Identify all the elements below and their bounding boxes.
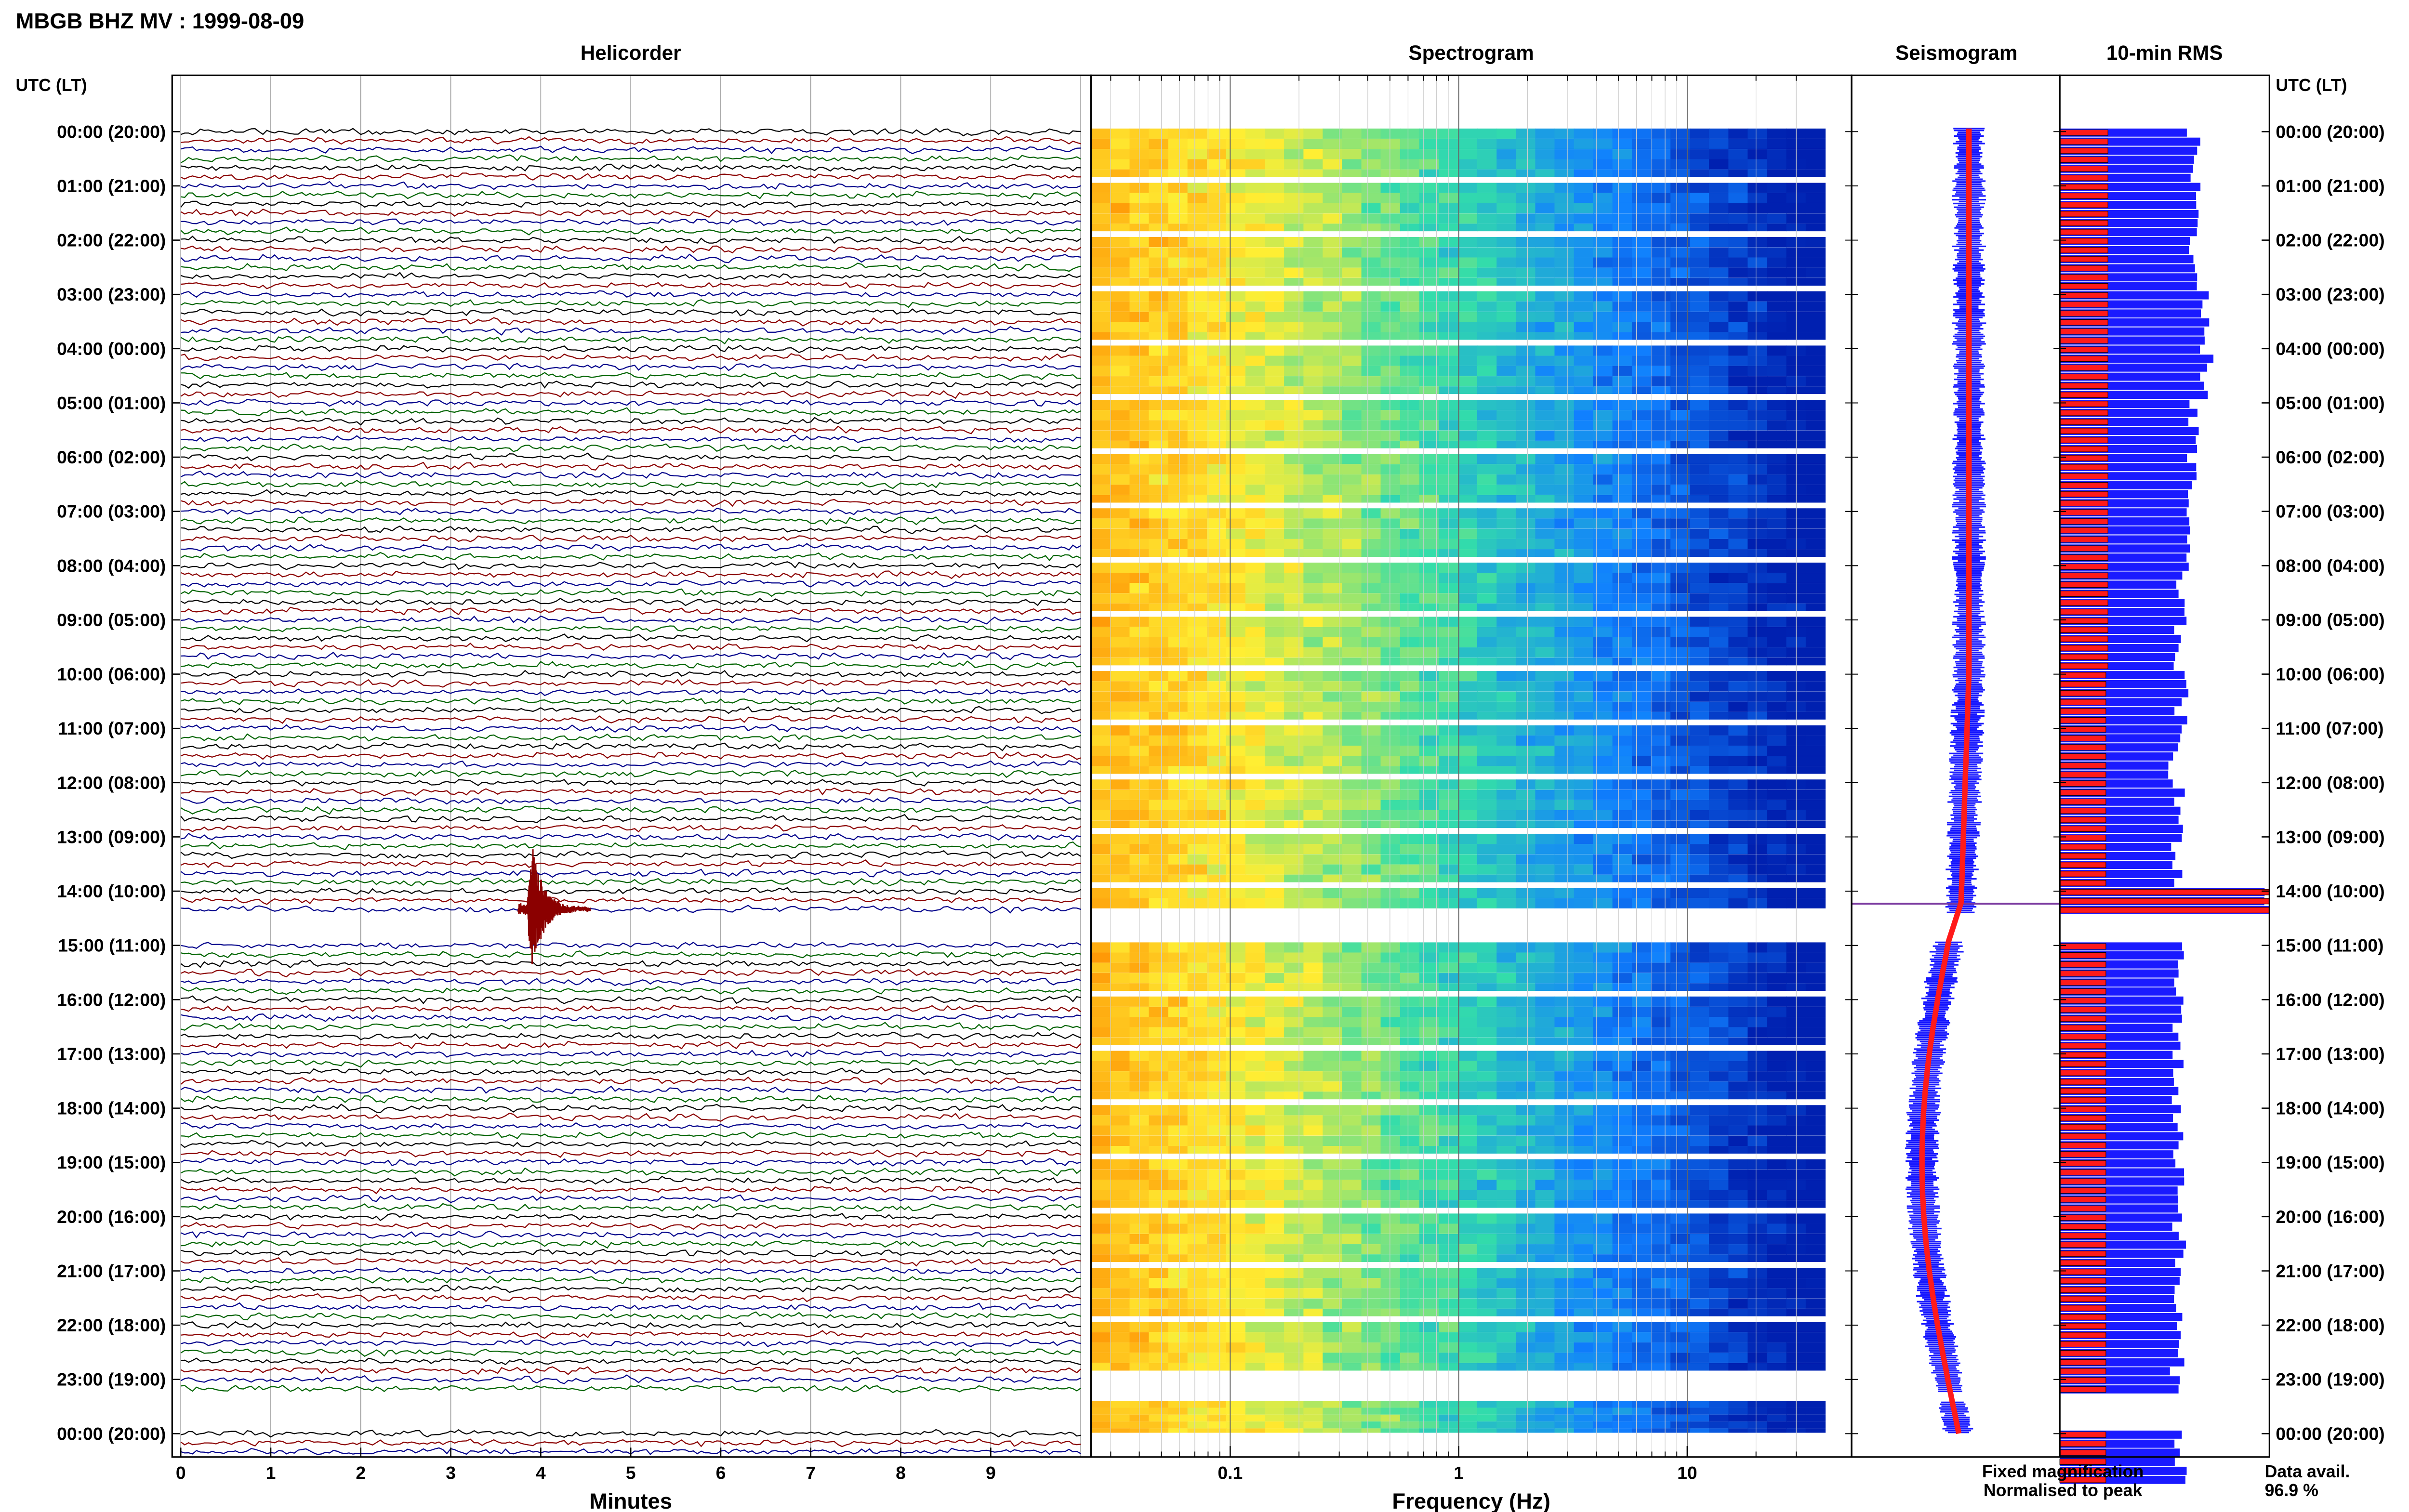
data-availability-value: 96.9 %	[2265, 1481, 2318, 1500]
x-axis-ticks: 0 1 2 3 4 5 6 7 8 9 0.1 1 10	[176, 75, 1797, 1483]
rms-bars	[2059, 128, 2270, 1484]
rms-title: 10-min RMS	[2106, 41, 2223, 64]
frequency-tick-label: 1	[1454, 1462, 1464, 1483]
time-label-right: 19:00 (15:00)	[2276, 1152, 2384, 1172]
time-label-left: 03:00 (23:00)	[57, 284, 166, 304]
time-label-right: 22:00 (18:00)	[2276, 1315, 2384, 1335]
figure-title: MBGB BHZ MV : 1999-08-09	[15, 9, 304, 33]
helicorder-traces	[180, 75, 1081, 1457]
minute-tick-label: 9	[986, 1462, 996, 1483]
time-label-right: 07:00 (03:00)	[2276, 501, 2384, 522]
time-label-right: 05:00 (01:00)	[2276, 393, 2384, 413]
time-label-left: 04:00 (00:00)	[57, 339, 166, 359]
time-label-right: 00:00 (20:00)	[2276, 1423, 2384, 1444]
time-label-left: 08:00 (04:00)	[57, 555, 166, 576]
time-label-right: 03:00 (23:00)	[2276, 284, 2384, 304]
time-label-left: 21:00 (17:00)	[57, 1261, 166, 1281]
time-axis-labels: 00:00 (20:00) 00:00 (20:00) 01:00 (21:00) 0…	[57, 121, 2385, 1444]
time-label-right: 12:00 (08:00)	[2276, 773, 2384, 793]
time-label-left: 02:00 (22:00)	[57, 230, 166, 250]
time-label-left: 00:00 (20:00)	[57, 121, 166, 142]
time-label-right: 11:00 (07:00)	[2276, 718, 2383, 738]
time-label-left: 12:00 (08:00)	[57, 773, 166, 793]
panel-frames	[171, 74, 2271, 1458]
spectrogram-title: Spectrogram	[1408, 41, 1534, 64]
time-label-right: 14:00 (10:00)	[2276, 881, 2384, 901]
time-label-left: 09:00 (05:00)	[57, 610, 166, 630]
minute-tick-label: 8	[896, 1462, 906, 1483]
time-label-right: 10:00 (06:00)	[2276, 664, 2384, 684]
seismogram-trace	[1852, 128, 2060, 1434]
time-label-left: 20:00 (16:00)	[57, 1207, 166, 1227]
utc-label-left: UTC (LT)	[15, 76, 87, 95]
time-label-right: 00:00 (20:00)	[2276, 121, 2384, 142]
minute-tick-label: 4	[536, 1462, 546, 1483]
minute-tick-label: 1	[266, 1462, 276, 1483]
time-label-left: 15:00 (11:00)	[58, 935, 166, 956]
time-label-left: 13:00 (09:00)	[57, 827, 166, 847]
frequency-tick-label: 10	[1677, 1462, 1697, 1483]
minute-tick-label: 0	[176, 1462, 186, 1483]
legend-fixed-magnification: Fixed magnification	[1982, 1462, 2144, 1481]
time-label-right: 02:00 (22:00)	[2276, 230, 2384, 250]
time-label-right: 20:00 (16:00)	[2276, 1207, 2384, 1227]
time-label-left: 19:00 (15:00)	[57, 1152, 166, 1172]
data-availability-label: Data avail.	[2265, 1462, 2350, 1481]
minute-tick-label: 7	[806, 1462, 816, 1483]
time-label-right: 17:00 (13:00)	[2276, 1044, 2384, 1064]
time-label-right: 15:00 (11:00)	[2276, 935, 2383, 956]
minute-tick-label: 5	[626, 1462, 636, 1483]
time-label-right: 08:00 (04:00)	[2276, 555, 2384, 576]
time-label-right: 18:00 (14:00)	[2276, 1098, 2384, 1118]
minute-tick-label: 6	[716, 1462, 726, 1483]
time-label-left: 07:00 (03:00)	[57, 501, 166, 522]
time-label-left: 17:00 (13:00)	[57, 1044, 166, 1064]
time-label-right: 04:00 (00:00)	[2276, 339, 2384, 359]
time-label-left: 05:00 (01:00)	[57, 393, 166, 413]
time-label-right: 16:00 (12:00)	[2276, 989, 2384, 1010]
time-label-left: 18:00 (14:00)	[57, 1098, 166, 1118]
spectrogram-image	[1091, 75, 1826, 1457]
frequency-tick-label: 0.1	[1218, 1462, 1243, 1483]
minute-tick-label: 2	[356, 1462, 366, 1483]
time-label-left: 06:00 (02:00)	[57, 447, 166, 467]
time-label-left: 22:00 (18:00)	[57, 1315, 166, 1335]
time-label-right: 21:00 (17:00)	[2276, 1261, 2384, 1281]
time-label-left: 23:00 (19:00)	[57, 1369, 166, 1390]
minute-tick-label: 3	[446, 1462, 456, 1483]
legend-normalised-to-peak: Normalised to peak	[1984, 1481, 2143, 1500]
frequency-axis-label: Frequency (Hz)	[1392, 1489, 1550, 1512]
time-label-left: 10:00 (06:00)	[57, 664, 166, 684]
utc-label-right: UTC (LT)	[2276, 76, 2347, 95]
time-label-left: 01:00 (21:00)	[57, 176, 166, 196]
helicorder-title: Helicorder	[581, 41, 681, 64]
minutes-axis-label: Minutes	[589, 1489, 672, 1512]
time-label-right: 23:00 (19:00)	[2276, 1369, 2384, 1390]
time-label-left: 00:00 (20:00)	[57, 1423, 166, 1444]
time-label-left: 14:00 (10:00)	[57, 881, 166, 901]
time-label-left: 11:00 (07:00)	[58, 718, 166, 738]
time-label-right: 09:00 (05:00)	[2276, 610, 2384, 630]
time-label-right: 01:00 (21:00)	[2276, 176, 2384, 196]
seismogram-title: Seismogram	[1895, 41, 2017, 64]
time-label-right: 13:00 (09:00)	[2276, 827, 2384, 847]
time-label-left: 16:00 (12:00)	[57, 989, 166, 1010]
time-label-right: 06:00 (02:00)	[2276, 447, 2384, 467]
